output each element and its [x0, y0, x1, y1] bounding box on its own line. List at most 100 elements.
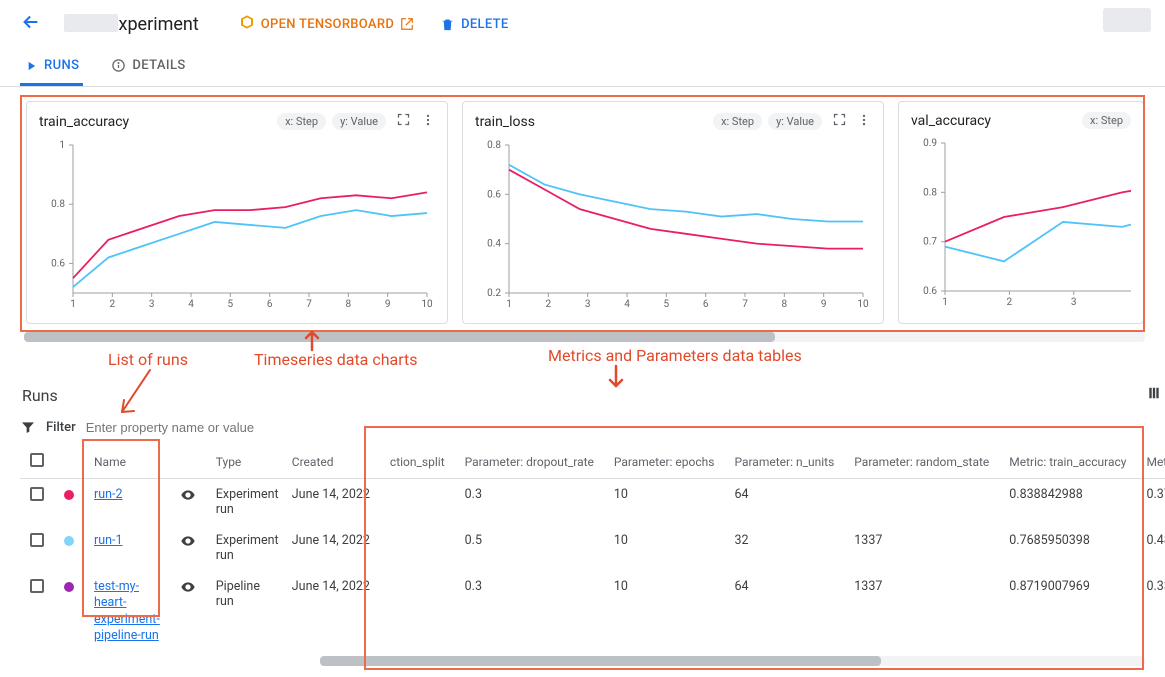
- visibility-icon[interactable]: [180, 584, 196, 599]
- runs-section: Runs Filter Name Type Created ction_spli…: [0, 386, 1165, 676]
- cell-n-units: 64: [724, 479, 844, 526]
- col-random-state[interactable]: Parameter: random_state: [844, 445, 999, 479]
- cell-epochs: 10: [604, 571, 725, 652]
- x-axis-pill[interactable]: x: Step: [277, 113, 326, 130]
- more-icon[interactable]: [421, 113, 435, 131]
- cell-train-acc: 0.838842988: [999, 479, 1136, 526]
- table-scrollbar[interactable]: [320, 656, 1145, 666]
- col-train-acc[interactable]: Metric: train_accuracy: [999, 445, 1136, 479]
- column-settings-icon[interactable]: [1147, 386, 1161, 404]
- trash-icon: [440, 17, 455, 32]
- chart-card: train_loss x: Step y: Value 0.2 0.4 0.6 0.8 1…: [462, 101, 884, 324]
- chart-title: train_loss: [475, 114, 535, 130]
- cell-dropout: 0.3: [455, 571, 604, 652]
- title-redaction: [64, 14, 118, 32]
- tab-bar: RUNS DETAILS: [0, 48, 1165, 87]
- charts-scrollbar[interactable]: [24, 332, 1145, 342]
- filter-row: Filter: [20, 419, 1145, 435]
- run-name-link[interactable]: run-1: [94, 533, 123, 548]
- row-checkbox[interactable]: [30, 533, 44, 547]
- external-link-icon: [400, 17, 414, 31]
- table-row[interactable]: test-my-heart-experiment-pipeline-run Pi…: [20, 571, 1165, 652]
- cell-created: June 14, 2022: [282, 571, 380, 652]
- cell-dropout: 0.5: [455, 525, 604, 571]
- up-arrow-icon: [300, 328, 324, 352]
- svg-text:5: 5: [228, 299, 234, 310]
- table-row[interactable]: run-2 Experiment run June 14, 2022 0.3 1…: [20, 479, 1165, 526]
- chart-card: train_accuracy x: Stepy: Value 0.60.8112…: [26, 101, 448, 324]
- cell-n-units: 64: [724, 571, 844, 652]
- col-n-units[interactable]: Parameter: n_units: [724, 445, 844, 479]
- anno-metrics: Metrics and Parameters data tables: [548, 346, 802, 365]
- top-right-redaction: [1103, 8, 1151, 32]
- runs-section-title: Runs: [22, 386, 1145, 405]
- svg-text:0.6: 0.6: [51, 258, 65, 269]
- svg-text:6: 6: [267, 299, 273, 310]
- cell-train-loss: 0.3753838241: [1136, 479, 1165, 526]
- row-checkbox[interactable]: [30, 487, 44, 501]
- tensorboard-icon: [239, 14, 255, 34]
- tab-runs[interactable]: RUNS: [20, 48, 83, 86]
- svg-text:4: 4: [188, 299, 194, 310]
- fullscreen-icon[interactable]: [832, 112, 847, 131]
- svg-text:0.8: 0.8: [923, 187, 937, 198]
- row-checkbox[interactable]: [30, 579, 44, 593]
- run-name-link[interactable]: test-my-heart-experiment-pipeline-run: [94, 579, 160, 644]
- svg-text:0.8: 0.8: [487, 140, 501, 151]
- svg-text:0.8: 0.8: [51, 199, 65, 210]
- svg-text:6: 6: [703, 299, 709, 310]
- col-created[interactable]: Created: [282, 445, 380, 479]
- cell-random-state: 1337: [844, 571, 999, 652]
- svg-text:7: 7: [742, 299, 748, 310]
- page-title: -experiment: [104, 14, 199, 35]
- svg-text:0.6: 0.6: [487, 189, 501, 200]
- charts-container: train_accuracy x: Stepy: Value 0.60.8112…: [20, 95, 1145, 332]
- visibility-icon[interactable]: [180, 492, 196, 507]
- col-epochs[interactable]: Parameter: epochs: [604, 445, 725, 479]
- more-icon[interactable]: [857, 113, 871, 131]
- filter-input[interactable]: [86, 420, 346, 435]
- x-axis-pill[interactable]: x: Step: [1082, 112, 1131, 129]
- open-tensorboard-button[interactable]: OPEN TENSORBOARD: [233, 10, 420, 38]
- delete-button[interactable]: DELETE: [434, 13, 514, 36]
- svg-text:9: 9: [821, 299, 827, 310]
- run-color-dot: [64, 582, 74, 592]
- col-ction-split[interactable]: ction_split: [380, 445, 455, 479]
- cell-type: Experiment run: [206, 479, 282, 526]
- run-color-dot: [64, 536, 74, 546]
- tab-details[interactable]: DETAILS: [107, 48, 189, 86]
- svg-text:1: 1: [70, 299, 76, 310]
- svg-text:0.7: 0.7: [923, 237, 937, 248]
- cell-epochs: 10: [604, 479, 725, 526]
- back-arrow-icon[interactable]: [20, 11, 42, 37]
- col-train-loss[interactable]: Metric: train_loss: [1136, 445, 1165, 479]
- svg-text:2: 2: [546, 299, 552, 310]
- col-type[interactable]: Type: [206, 445, 282, 479]
- info-icon: [111, 58, 126, 73]
- filter-icon: [20, 419, 36, 435]
- run-name-link[interactable]: run-2: [94, 487, 123, 502]
- annotations-layer: List of runs Timeseries data charts Metr…: [0, 342, 1165, 382]
- cell-type: Pipeline run: [206, 571, 282, 652]
- y-axis-pill[interactable]: y: Value: [768, 113, 822, 130]
- col-dropout[interactable]: Parameter: dropout_rate: [455, 445, 604, 479]
- x-axis-pill[interactable]: x: Step: [713, 113, 762, 130]
- visibility-icon[interactable]: [180, 538, 196, 553]
- svg-text:2: 2: [1007, 297, 1013, 308]
- filter-label: Filter: [46, 420, 76, 435]
- svg-text:0.2: 0.2: [487, 288, 501, 299]
- svg-text:9: 9: [385, 299, 391, 310]
- chart-title: val_accuracy: [911, 113, 991, 129]
- svg-text:0.4: 0.4: [487, 239, 501, 250]
- col-name[interactable]: Name: [84, 445, 170, 479]
- y-axis-pill[interactable]: y: Value: [332, 113, 386, 130]
- tab-runs-label: RUNS: [44, 58, 79, 73]
- svg-text:1: 1: [506, 299, 512, 310]
- svg-text:7: 7: [306, 299, 312, 310]
- runs-table-wrap: Name Type Created ction_split Parameter:…: [20, 445, 1145, 666]
- table-row[interactable]: run-1 Experiment run June 14, 2022 0.5 1…: [20, 525, 1165, 571]
- select-all-checkbox[interactable]: [30, 453, 44, 467]
- fullscreen-icon[interactable]: [396, 112, 411, 131]
- svg-text:10: 10: [857, 299, 869, 310]
- chart-card: val_accuracy x: Step0.60.70.80.9123456: [898, 101, 1144, 324]
